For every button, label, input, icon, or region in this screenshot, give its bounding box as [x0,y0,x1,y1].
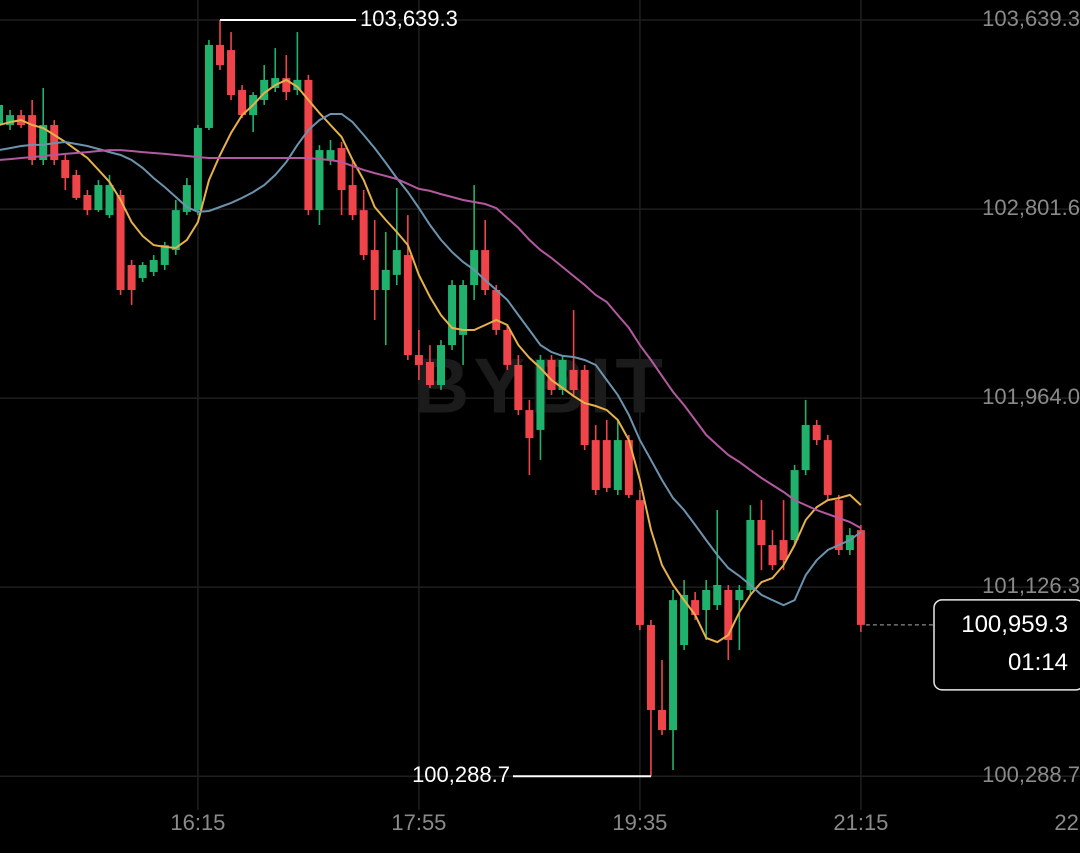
candle-body [790,470,799,541]
x-tick-label: 17:55 [391,810,446,835]
candle-body [624,440,633,495]
candle-body [83,194,92,211]
moving-average-line [0,78,862,644]
candle-body [227,50,236,96]
candle-body [691,600,700,616]
candle-body [127,264,136,291]
candle-body [271,78,280,89]
candle-body [315,150,324,211]
candle-body [403,255,412,356]
y-tick-label: 102,801.6 [982,195,1080,220]
candle-body [171,210,180,251]
candle-body [713,584,722,606]
candle-body [381,269,390,291]
candle-body [525,410,534,439]
y-tick-label: 101,126.3 [982,573,1080,598]
candle-body [613,440,622,490]
candle-body [216,44,224,65]
candle-body [779,540,788,561]
countdown-label: 01:14 [1008,649,1068,676]
candle-body [304,79,313,211]
moving-average-line [0,113,862,607]
candle-body [105,185,114,216]
candle-body [116,194,125,291]
candle-body [28,115,37,161]
candle-body [834,500,843,551]
candle-body [658,710,666,731]
last-price-box [933,599,1080,691]
candle-body [160,245,169,265]
candle-body [768,545,777,566]
candle-body [425,362,434,386]
candle-body [359,210,368,256]
candle-body [580,369,589,446]
candle-body [437,345,445,386]
candle-body [459,285,468,335]
candle-body [547,359,556,390]
x-tick-label: 22:55 [1054,810,1080,835]
candle-body [337,148,346,191]
candle-body [61,160,70,179]
y-tick-label: 103,639.3 [982,6,1080,31]
candle-body [845,535,854,551]
candle-body [702,589,711,611]
candle-body [669,600,678,731]
candle-body [823,440,832,495]
candle-body [182,185,191,212]
candle-body [812,424,821,441]
y-tick-label: 100,288.7 [982,762,1080,787]
x-tick-label: 21:15 [833,810,888,835]
x-tick-label: 19:35 [612,810,667,835]
candle-body [746,519,755,590]
candle-body [392,250,401,275]
candle-body [635,500,644,625]
candle-body [39,125,48,161]
candle-body [293,79,302,91]
plot [0,20,865,777]
y-tick-label: 101,964.0 [982,384,1080,409]
candle-body [238,90,247,116]
candle-body [492,290,501,330]
candle-body [569,369,578,390]
candle-body [801,424,810,471]
candle-body [514,364,523,411]
candle-body [602,440,611,488]
candle-body [680,594,689,646]
candle-body [72,174,81,198]
candle-body [591,440,600,490]
candle-body [448,285,457,346]
annotation-label: 103,639.3 [360,6,458,31]
candle-body [282,78,291,93]
candle-body [348,185,357,216]
candle-body [856,530,865,625]
candle-body [536,359,545,430]
candle-body [646,624,655,711]
candle-body [481,250,490,291]
last-price-label: 100,959.3 [961,611,1068,638]
candle-body [735,589,744,601]
candle-body [724,589,733,641]
candle-body [260,79,269,100]
candle-body [138,264,147,279]
candle-body [6,115,15,126]
candle-body [414,355,423,365]
candle-body [326,150,335,161]
candle-body [193,127,202,211]
annotation-label: 100,288.7 [412,762,510,787]
x-tick-label: 16:15 [170,810,225,835]
candle-body [0,104,3,126]
candle-body [204,44,213,128]
candle-body [94,185,103,211]
overlay: 103,639.3 102,801.6 101,964.0 101,126.3 100,… [170,6,1080,835]
candle-body [558,359,567,390]
moving-average-line [0,149,862,529]
candle-body [370,250,379,291]
candle-body [757,519,766,546]
candle-body [149,259,158,272]
candle-body [503,329,512,365]
candle-body [470,250,479,286]
